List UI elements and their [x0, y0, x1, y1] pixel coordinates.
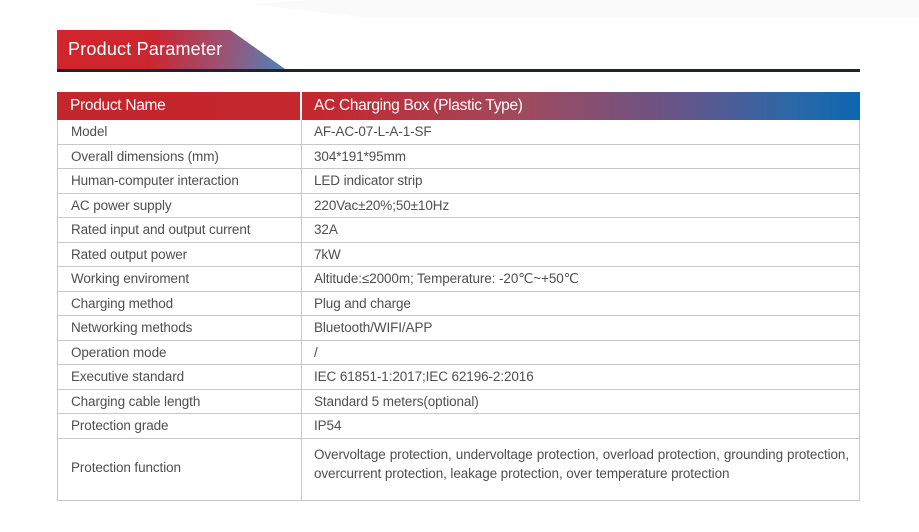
row-label: Operation mode — [58, 340, 302, 364]
row-label: Protection function — [58, 438, 302, 500]
row-value: 220Vac±20%;50±10Hz — [314, 197, 450, 213]
top-residual-strip — [250, 0, 919, 17]
row-value: AF-AC-07-L-A-1-SF — [314, 124, 432, 140]
row-value: 32A — [314, 222, 338, 238]
row-label: Working enviroment — [58, 267, 302, 291]
row-label: Protection grade — [58, 414, 302, 438]
table-row: Charging method Plug and charge — [58, 291, 859, 316]
row-value: IP54 — [314, 418, 342, 434]
row-label: Rated input and output current — [58, 218, 302, 242]
row-label: Charging method — [58, 291, 302, 315]
table-row: Rated output power 7kW — [58, 242, 859, 267]
row-value: 7kW — [314, 246, 341, 262]
table-row: Model AF-AC-07-L-A-1-SF — [58, 120, 859, 145]
section-banner: Product Parameter — [57, 30, 285, 69]
table-row: Charging cable length Standard 5 meters(… — [58, 389, 859, 414]
table-row: AC power supply 220Vac±20%;50±10Hz — [58, 193, 859, 218]
table-row: Protection grade IP54 — [58, 414, 859, 439]
row-label: Charging cable length — [58, 389, 302, 413]
table-row: Networking methods Bluetooth/WIFI/APP — [58, 316, 859, 341]
row-value: Overvoltage protection, undervoltage pro… — [314, 446, 849, 481]
row-label: Overall dimensions (mm) — [58, 144, 302, 168]
table-row: Overall dimensions (mm) 304*191*95mm — [58, 144, 859, 169]
header-product-name: Product Name — [57, 92, 302, 120]
row-value: Standard 5 meters(optional) — [314, 393, 479, 409]
row-value: Plug and charge — [314, 295, 411, 311]
row-label: Executive standard — [58, 365, 302, 389]
header-product-value: AC Charging Box (Plastic Type) — [314, 97, 523, 114]
row-value: LED indicator strip — [314, 173, 423, 189]
table-row: Working enviroment Altitude:≤2000m; Temp… — [58, 267, 859, 292]
table-row: Rated input and output current 32A — [58, 218, 859, 243]
row-label: Human-computer interaction — [58, 169, 302, 193]
table-row: Operation mode / — [58, 340, 859, 365]
table-row: Protection function Overvoltage protecti… — [58, 438, 859, 500]
banner-underline — [57, 69, 860, 72]
row-value: IEC 61851-1:2017;IEC 62196-2:2016 — [314, 369, 534, 385]
row-label: Rated output power — [58, 242, 302, 266]
row-value: 304*191*95mm — [314, 148, 406, 164]
product-parameter-table: Product Name AC Charging Box (Plastic Ty… — [57, 92, 860, 501]
row-label: Networking methods — [58, 316, 302, 340]
table-header-row: Product Name AC Charging Box (Plastic Ty… — [57, 92, 860, 120]
row-label: Model — [58, 120, 302, 144]
row-value: Bluetooth/WIFI/APP — [314, 320, 433, 336]
table-row: Executive standard IEC 61851-1:2017;IEC … — [58, 365, 859, 390]
row-label: AC power supply — [58, 193, 302, 217]
row-value: / — [314, 344, 318, 360]
row-value: Altitude:≤2000m; Temperature: -20℃~+50℃ — [314, 270, 579, 286]
page-title: Product Parameter — [68, 39, 223, 59]
table-row: Human-computer interaction LED indicator… — [58, 169, 859, 194]
